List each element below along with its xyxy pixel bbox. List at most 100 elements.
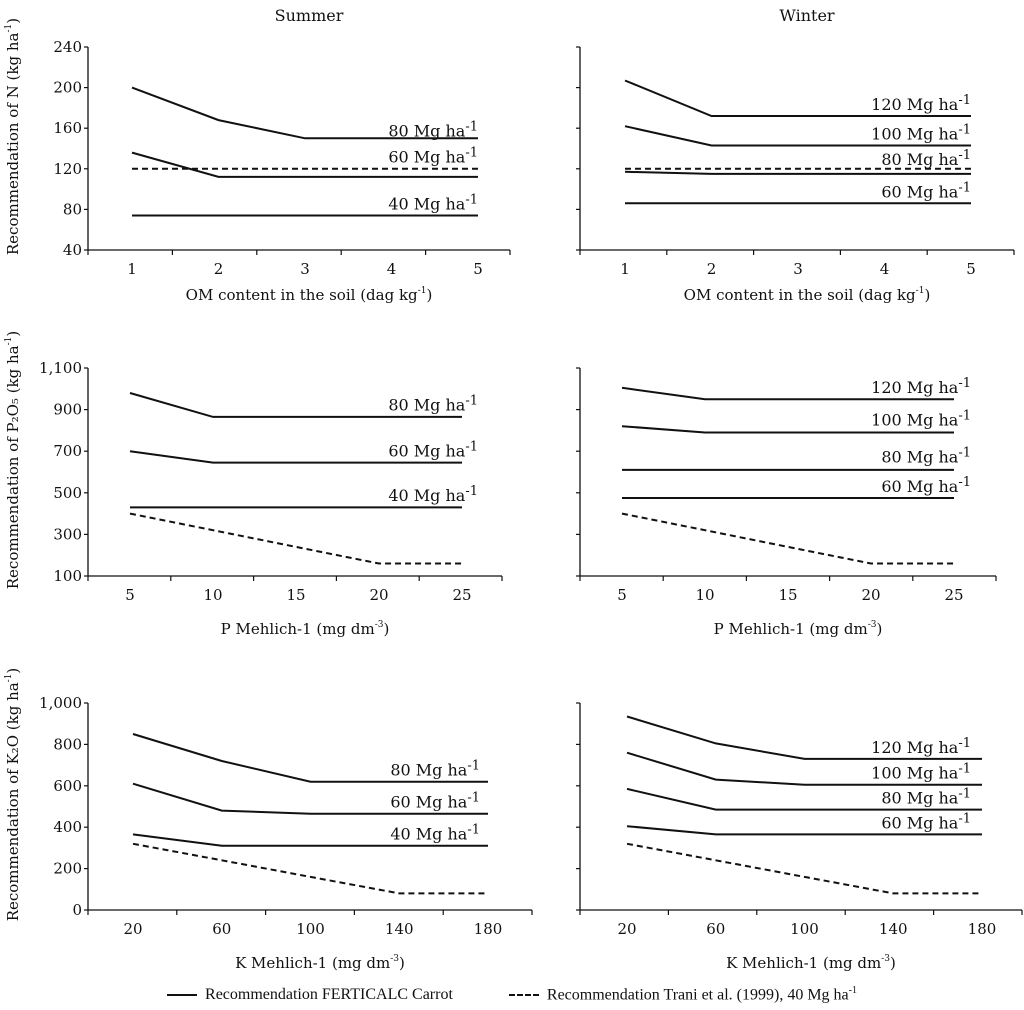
y-tick-label: 500 [53,484,82,502]
y-tick-label: 700 [53,442,82,460]
y-axis-label: Recommendation of P₂O₅ (kg ha-1) [4,331,22,590]
legend-item-ferticalc: Recommendation FERTICALC Carrot [167,986,453,1004]
x-tick-label: 25 [944,586,963,604]
x-tick-label: 5 [473,260,483,278]
series-label: 60 Mg ha-1 [881,475,971,496]
x-tick-label: 5 [125,586,135,604]
y-tick-label: 900 [53,401,82,419]
series-label: 100 Mg ha-1 [871,408,971,429]
y-tick-label: 800 [53,735,82,753]
panel-n-summer: 40 80 120 160 200 240 1 2 3 4 5 OM content in the s… [4,6,511,304]
series-label: 60 Mg ha-1 [881,180,971,201]
series-line-80-mg-ha [131,86,478,140]
series-label: 60 Mg ha-1 [881,811,971,832]
series-label: 60 Mg ha-1 [388,146,478,167]
x-tick-label: 60 [212,920,231,938]
series-label: 40 Mg ha-1 [388,484,478,505]
y-axis-label: Recommendation of K₂O (kg ha-1) [4,668,22,922]
x-tick-label: 100 [790,920,819,938]
legend: Recommendation FERTICALC Carrot Recommen… [0,984,1024,1006]
series-label: 120 Mg ha-1 [871,93,971,114]
x-tick-label: 1 [620,260,630,278]
x-tick-label: 3 [793,260,803,278]
x-tick-label: 5 [617,586,627,604]
y-tick-label: 600 [53,777,82,795]
series-label: 80 Mg ha-1 [390,759,480,780]
series-line-80-mg-ha [624,170,971,175]
x-tick-label: 60 [706,920,725,938]
series-label: 120 Mg ha-1 [871,376,971,397]
x-tick-label: 140 [385,920,414,938]
legend-item-trani: Recommendation Trani et al. (1999), 40 M… [508,985,857,1004]
series-label: 80 Mg ha-1 [388,119,478,140]
series-label: 100 Mg ha-1 [871,762,971,783]
series-line-trani [621,512,954,565]
y-tick-label: 1,100 [39,359,82,377]
series-line-120-mg-ha [621,386,954,401]
series-line-trani [129,512,462,565]
y-tick-label: 0 [72,901,82,919]
y-tick-label: 300 [53,525,82,543]
x-tick-label: 140 [879,920,908,938]
x-tick-label: 20 [861,586,880,604]
series-line-60-mg-ha [132,782,488,815]
y-tick-label: 400 [53,818,82,836]
x-tick-label: 4 [387,260,397,278]
series-line-100-mg-ha [626,751,982,786]
series-line-60-mg-ha [131,151,478,178]
x-axis-label: K Mehlich-1 (mg dm-3) [235,954,405,972]
series-label: 80 Mg ha-1 [881,148,971,169]
series-line-100-mg-ha [621,425,954,434]
panel-p-winter: 5 10 15 20 25 P Mehlich-1 (mg dm-3) 120 Mg ha-… [576,367,997,638]
y-tick-label: 200 [53,79,82,97]
series-line-120-mg-ha [624,79,971,117]
series-label: 60 Mg ha-1 [388,439,478,460]
x-tick-label: 10 [203,586,222,604]
x-axis-label: K Mehlich-1 (mg dm-3) [726,954,896,972]
y-tick-label: 1,000 [39,694,82,712]
y-tick-label: 40 [63,241,82,259]
series-line-80-mg-ha [626,787,982,811]
dashed-line-icon [508,993,539,996]
y-tick-label: 240 [53,38,82,56]
series-line-80-mg-ha [132,733,488,783]
series-line-60-mg-ha [129,450,462,464]
series-label: 80 Mg ha-1 [388,394,478,415]
series-label: 100 Mg ha-1 [871,122,971,143]
panel-n-winter: 1 2 3 4 5 OM content in the soil (dag kg-1) Wi… [576,6,1015,304]
legend-label-ferticalc: Recommendation FERTICALC Carrot [205,986,453,1003]
series-label: 40 Mg ha-1 [388,192,478,213]
series-label: 40 Mg ha-1 [390,823,480,844]
x-tick-label: 3 [300,260,310,278]
x-tick-label: 1 [127,260,137,278]
y-tick-label: 80 [63,200,82,218]
x-axis-label: P Mehlich-1 (mg dm-3) [221,620,390,638]
x-axis-label: OM content in the soil (dag kg-1) [186,286,433,304]
x-tick-label: 180 [968,920,997,938]
series-line-60-mg-ha [626,825,982,836]
panel-title: Summer [275,6,344,25]
y-axis-label: Recommendation of N (kg ha-1) [4,18,22,255]
panel-title: Winter [779,6,834,25]
x-tick-label: 15 [778,586,797,604]
x-tick-label: 4 [880,260,890,278]
panel-k-summer: 0 200 400 600 800 1,000 20 60 100 140 180 K Mehlich… [4,668,533,972]
series-line-120-mg-ha [626,715,982,760]
series-line-80-mg-ha [129,392,462,418]
x-tick-label: 10 [695,586,714,604]
series-label: 80 Mg ha-1 [881,786,971,807]
x-tick-label: 2 [214,260,224,278]
y-tick-label: 120 [53,160,82,178]
series-line-100-mg-ha [624,125,971,147]
series-line-40-mg-ha [132,833,488,847]
y-tick-label: 100 [53,567,82,585]
series-label: 120 Mg ha-1 [871,736,971,757]
x-tick-label: 2 [707,260,717,278]
x-tick-label: 25 [452,586,471,604]
legend-label-trani: Recommendation Trani et al. (1999), 40 M… [546,985,857,1004]
panel-p-summer: 100 300 500 700 900 1,100 5 10 15 20 25 P Mehlich-1… [4,331,503,638]
x-tick-label: 20 [123,920,142,938]
y-tick-label: 160 [53,119,82,137]
solid-line-icon [167,994,198,996]
